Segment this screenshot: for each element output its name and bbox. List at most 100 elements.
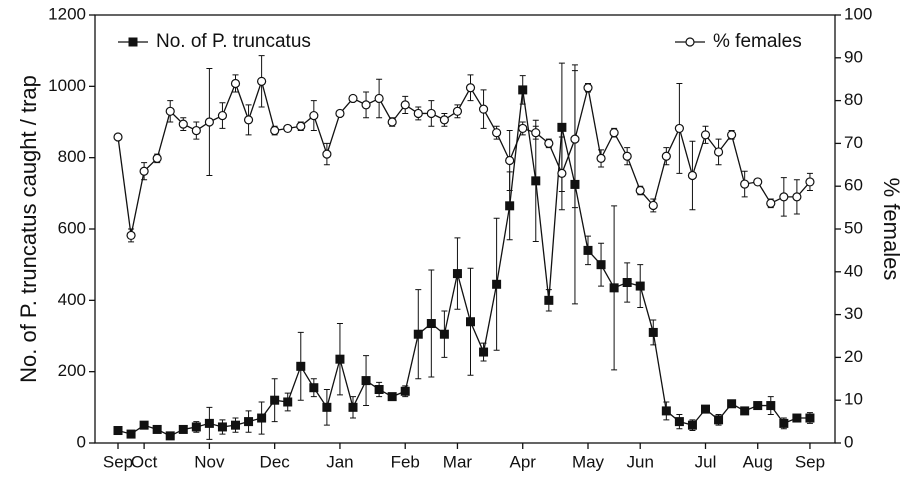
y2-axis-label: % females [879,178,904,281]
plot-frame [94,14,836,444]
point [779,192,789,202]
point [609,128,619,138]
y2-tick-label: 0 [844,432,853,451]
point [413,329,423,339]
point [635,281,645,291]
point [753,177,763,187]
point [387,392,397,402]
point [178,424,188,434]
point [191,422,201,432]
point [648,200,658,211]
point [622,151,632,161]
point [531,176,541,186]
point [727,130,737,140]
point [283,123,293,134]
point [309,383,319,393]
point [126,429,136,439]
point [570,179,580,189]
point [113,426,123,436]
point [661,151,671,161]
point [452,106,463,116]
point [505,201,515,211]
x-tick-label: Oct [131,452,158,471]
point [570,134,580,144]
legend-label: No. of P. truncatus [156,31,311,52]
point [243,115,254,125]
y-tick-label: 1000 [48,76,86,95]
x-tick-label: Jan [326,452,353,471]
point [701,404,710,414]
point [178,119,188,129]
point [270,125,280,136]
point [231,420,240,430]
point [348,93,358,104]
point [374,385,384,394]
point [805,177,815,187]
point [805,413,815,423]
point [792,413,802,423]
point [531,128,541,138]
point [492,128,502,138]
y2-tick-label: 30 [844,304,863,323]
point [583,83,593,93]
point [244,417,254,427]
point [139,166,149,176]
point [257,76,267,86]
point [296,361,306,371]
y2-tick-label: 50 [844,218,863,237]
point [518,123,528,134]
point [740,406,750,416]
point [230,78,241,89]
point [713,147,724,157]
point [348,402,358,412]
point [544,138,554,148]
point [779,418,789,428]
point [505,155,515,166]
point [792,192,802,202]
point [674,123,684,134]
y-tick-label: 600 [58,218,86,237]
y2-tick-label: 10 [844,390,863,409]
point [557,168,567,178]
point [296,121,306,131]
point [400,100,410,110]
x-tick-label: Nov [194,452,225,471]
x-tick-label: Sep [795,452,825,471]
point [452,269,462,279]
x-tick-label: Apr [509,452,536,471]
y2-tick-label: 100 [844,4,872,23]
y2-tick-label: 80 [844,90,863,109]
point [126,230,136,241]
legend-label: % females [713,31,802,52]
point [204,418,214,428]
point [309,110,319,121]
point [217,110,228,121]
point [426,319,436,329]
point [217,422,227,432]
point [139,420,149,430]
point [740,179,750,189]
point [400,386,410,396]
point [700,130,711,140]
point [635,185,645,196]
y2-tick-label: 60 [844,176,863,195]
point [113,132,123,142]
point [609,283,619,293]
point [257,413,267,423]
point [518,85,528,95]
y-tick-label: 200 [58,361,86,380]
x-tick-label: Aug [743,452,773,471]
point [361,100,371,110]
point [361,376,371,386]
point [165,431,175,441]
point [413,108,423,119]
point [622,278,632,287]
point [191,125,201,136]
point [479,347,489,357]
point [544,295,554,305]
y-tick-label: 1200 [48,4,86,23]
y2-tick-label: 70 [844,133,863,152]
point [753,401,763,411]
point [492,279,502,289]
